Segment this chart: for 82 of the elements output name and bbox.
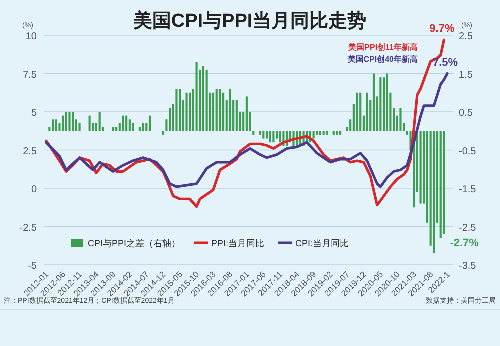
bar [420,131,422,204]
bar [122,116,124,132]
bar [202,66,205,132]
bar [279,131,282,143]
annotation: -2.7% [450,237,480,250]
bar [386,74,388,132]
bar [65,112,68,132]
bar [98,112,101,132]
bar [360,92,362,132]
y-tick-label: -5 [28,261,38,272]
annotation: 7.5% [433,56,458,69]
y2-tick-label: 2.5 [459,32,474,42]
bar [189,92,192,132]
annotation: 美国CPI创40年新高 [346,54,418,64]
bar [433,131,436,254]
bar [316,131,318,135]
y2-tick-label: -0.5 [459,146,477,158]
y2-tick-label: 0.5 [459,108,474,119]
annotation: 9.7% [430,23,455,36]
bar [212,92,215,132]
bar [222,92,225,132]
bar [126,116,128,132]
chart-title: 美国CPI与PPI当月同比走势 [132,10,367,32]
bar [336,131,338,135]
y-tick-label: 10 [26,32,38,42]
bar [259,131,262,135]
bar [62,116,64,132]
bar [179,89,182,132]
bar [216,89,218,132]
bar [382,78,386,132]
bar [229,89,232,132]
bar [272,131,275,143]
bar [196,62,198,132]
bar [219,89,222,132]
bar [440,131,442,238]
bar [148,116,152,132]
bar [132,123,134,132]
bar [55,120,58,132]
bar [366,92,368,132]
bar [176,89,178,132]
legend-label: PPI:当月同比 [212,238,265,248]
bar [276,131,278,139]
bar [340,131,342,135]
y-tick-label: 0 [31,184,38,196]
bar [269,131,272,143]
bar [400,108,402,132]
bar [246,96,248,132]
annotation: 美国PPI创11年新高 [348,42,418,52]
y2-tick-label: 1.5 [459,70,474,81]
y2-tick-label: -1.5 [459,184,477,196]
bar [206,70,208,132]
bar [443,131,446,234]
bar [380,78,382,132]
legend-label: CPI:当月同比 [296,238,350,248]
y-tick-label: -2.5 [20,222,38,234]
y-tick-label: 7.5 [23,70,38,81]
bar [372,74,376,132]
legend-label: CPI与PPI之差（右轴） [88,238,181,248]
bar [356,92,358,132]
bar [322,131,325,135]
bar [162,131,164,135]
bar [266,131,268,139]
bar [169,108,172,132]
y-tick-label: 2.5 [23,146,38,158]
bar [142,123,144,132]
bar [52,120,54,132]
bar [312,131,315,139]
y2-tick-label: -3.5 [459,261,477,272]
bar [72,112,74,132]
bar [252,131,255,135]
bar [332,131,335,135]
y-tick-label: 5 [31,108,38,119]
bar [128,120,131,132]
bar [78,123,81,132]
bar [68,112,71,132]
y2-tick-label: -2.5 [459,222,477,234]
bar [236,100,238,132]
bar [88,116,91,132]
bar [186,92,188,132]
bar [319,131,322,135]
bar [262,131,265,139]
bar [326,131,328,135]
